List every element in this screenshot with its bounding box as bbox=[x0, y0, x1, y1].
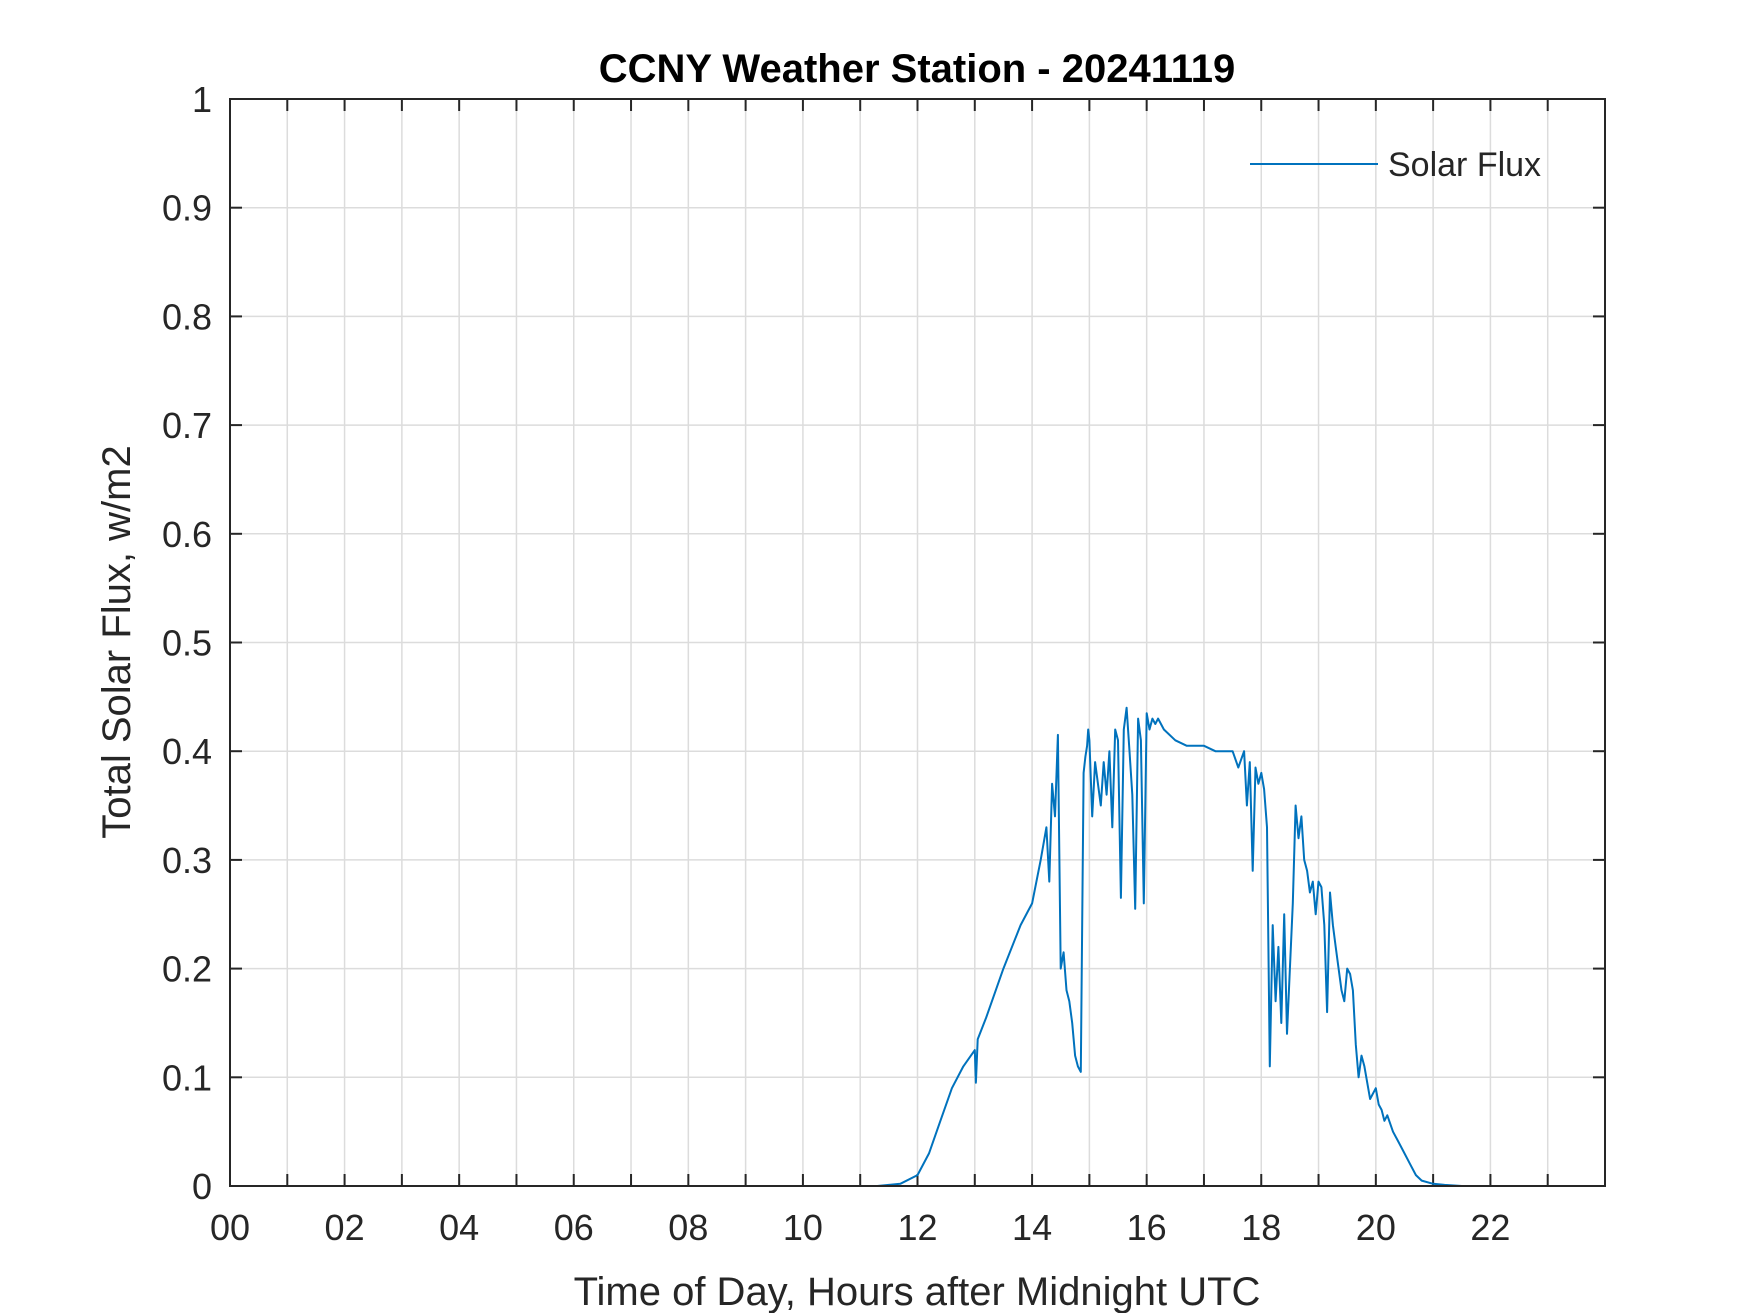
y-tick-label: 0.1 bbox=[162, 1057, 212, 1098]
x-tick-labels: 00 02 04 06 08 10 12 14 16 18 20 22 bbox=[210, 1207, 1510, 1248]
series-layer bbox=[230, 706, 1605, 1187]
y-tick-labels: 0 0.1 0.2 0.3 0.4 0.5 0.6 0.7 0.8 0.9 1 bbox=[162, 79, 212, 1207]
x-axis-label: Time of Day, Hours after Midnight UTC bbox=[574, 1270, 1261, 1313]
y-tick-label: 0.7 bbox=[162, 405, 212, 446]
y-tick-label: 0.9 bbox=[162, 188, 212, 229]
y-tick-label: 0.4 bbox=[162, 731, 212, 772]
chart-title: CCNY Weather Station - 20241119 bbox=[599, 47, 1236, 91]
x-tick-label: 12 bbox=[897, 1207, 937, 1248]
x-tick-label: 16 bbox=[1127, 1207, 1167, 1248]
legend-label-solar-flux: Solar Flux bbox=[1388, 146, 1541, 184]
series-line-solar-flux bbox=[230, 706, 1605, 1187]
y-axis-label: Total Solar Flux, w/m2 bbox=[95, 445, 139, 838]
y-tick-label: 1 bbox=[192, 79, 212, 120]
x-tick-label: 10 bbox=[783, 1207, 823, 1248]
x-tick-label: 04 bbox=[439, 1207, 479, 1248]
x-tick-label: 20 bbox=[1356, 1207, 1396, 1248]
x-tick-label: 00 bbox=[210, 1207, 250, 1248]
axis-ticks bbox=[230, 99, 1605, 1186]
y-tick-label: 0 bbox=[192, 1166, 212, 1207]
x-tick-label: 08 bbox=[668, 1207, 708, 1248]
y-tick-label: 0.2 bbox=[162, 949, 212, 990]
y-tick-label: 0.3 bbox=[162, 840, 212, 881]
y-tick-label: 0.6 bbox=[162, 514, 212, 555]
y-tick-label: 0.8 bbox=[162, 296, 212, 337]
x-tick-label: 18 bbox=[1241, 1207, 1281, 1248]
y-tick-label: 0.5 bbox=[162, 623, 212, 664]
x-tick-label: 14 bbox=[1012, 1207, 1052, 1248]
plot-frame bbox=[229, 98, 1606, 1187]
x-tick-label: 22 bbox=[1470, 1207, 1510, 1248]
legend: Solar Flux bbox=[1250, 146, 1541, 184]
x-tick-label: 06 bbox=[554, 1207, 594, 1248]
x-tick-label: 02 bbox=[325, 1207, 365, 1248]
grid bbox=[230, 99, 1605, 1186]
